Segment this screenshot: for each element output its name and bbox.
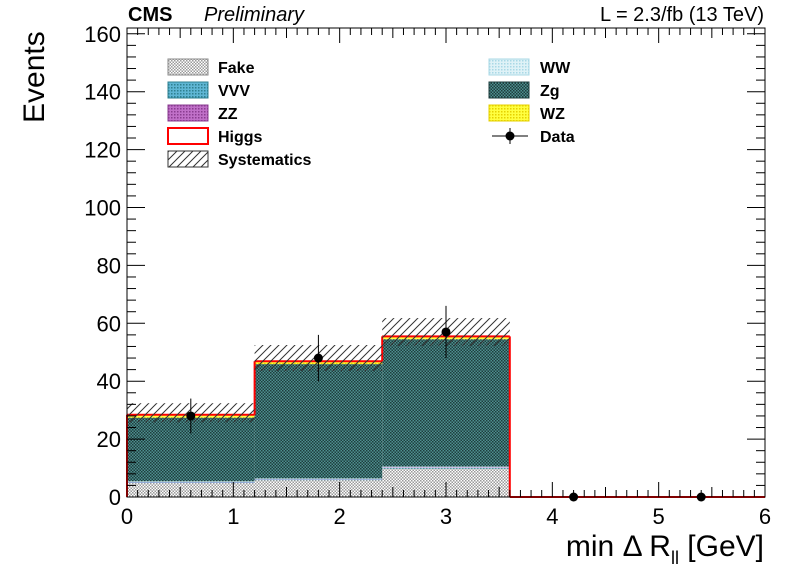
experiment-label: CMS bbox=[128, 4, 172, 26]
legend-swatch-fake bbox=[167, 58, 209, 76]
legend-swatch-higgs bbox=[167, 127, 209, 145]
y-tick-label-2: 40 bbox=[97, 369, 121, 394]
bar-zg-bin-1 bbox=[254, 364, 383, 479]
legend-label-higgs: Higgs bbox=[218, 129, 263, 146]
x-tick-label-3: 3 bbox=[440, 504, 452, 529]
x-tick-label-5: 5 bbox=[653, 504, 665, 529]
data-point-2 bbox=[441, 327, 451, 337]
x-tick-label-2: 2 bbox=[334, 504, 346, 529]
bar-ww-bin-1 bbox=[254, 478, 383, 480]
legend-swatch-wz bbox=[488, 104, 530, 122]
legend-swatch-zg bbox=[488, 81, 530, 99]
legend-swatch-zz bbox=[167, 104, 209, 122]
bar-ww-bin-0 bbox=[127, 481, 255, 483]
y-tick-label-7: 140 bbox=[84, 80, 121, 105]
y-tick-label-5: 100 bbox=[84, 195, 121, 220]
legend-label-systematics: Systematics bbox=[218, 152, 311, 169]
bar-zg-bin-2 bbox=[382, 339, 510, 467]
legend-label-vvv: VVV bbox=[218, 83, 250, 100]
status-label: Preliminary bbox=[204, 4, 305, 26]
bar-vvv-bin-0 bbox=[127, 482, 255, 484]
y-tick-label-1: 20 bbox=[97, 427, 121, 452]
legend-label-ww: WW bbox=[540, 60, 571, 77]
x-axis-title: min Δ Rll [GeV] bbox=[566, 530, 764, 568]
y-tick-label-8: 160 bbox=[84, 22, 121, 47]
x-axis-title-unit: [GeV] bbox=[679, 530, 764, 563]
x-tick-label-1: 1 bbox=[227, 504, 239, 529]
legend-swatch-ww bbox=[488, 58, 530, 76]
lumi-label: L = 2.3/fb (13 TeV) bbox=[600, 4, 764, 26]
y-tick-label-4: 80 bbox=[97, 253, 121, 278]
legend: Fake VVV ZZ Higgs Systematics WW Zg WZ D… bbox=[167, 58, 575, 169]
legend-label-fake: Fake bbox=[218, 60, 255, 77]
legend-label-data: Data bbox=[540, 129, 575, 146]
y-tick-label-0: 0 bbox=[109, 485, 121, 510]
y-tick-label-6: 120 bbox=[84, 138, 121, 163]
data-point-1 bbox=[313, 353, 323, 363]
x-axis-title-main: min Δ R bbox=[566, 530, 671, 563]
x-tick-label-4: 4 bbox=[546, 504, 558, 529]
x-tick-label-0: 0 bbox=[121, 504, 133, 529]
y-axis-title: Events bbox=[18, 31, 51, 123]
legend-swatch-vvv bbox=[167, 81, 209, 99]
bar-vvv-bin-1 bbox=[254, 479, 383, 481]
legend-swatch-data-marker bbox=[505, 131, 515, 141]
bar-vvv-bin-2 bbox=[382, 467, 510, 469]
x-tick-label-6: 6 bbox=[759, 504, 771, 529]
data-point-0 bbox=[186, 411, 196, 421]
legend-label-zz: ZZ bbox=[218, 106, 238, 123]
legend-label-wz: WZ bbox=[540, 106, 565, 123]
bar-ww-bin-2 bbox=[382, 466, 510, 468]
x-axis-title-sub: ll bbox=[671, 548, 679, 568]
legend-label-zg: Zg bbox=[540, 83, 560, 100]
legend-swatch-systematics bbox=[167, 150, 209, 168]
y-tick-label-3: 60 bbox=[97, 311, 121, 336]
